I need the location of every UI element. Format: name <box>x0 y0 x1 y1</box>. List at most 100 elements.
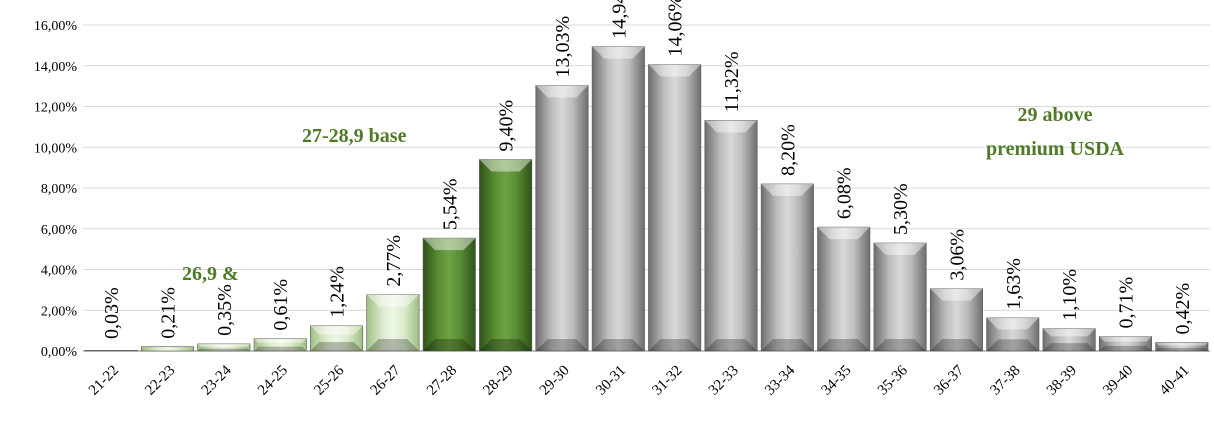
bar-bevel-bottom <box>366 339 420 351</box>
bar-bevel-bottom <box>1155 348 1209 351</box>
bar-bevel-top <box>479 159 532 172</box>
bar-bevel-bottom <box>930 339 983 351</box>
y-tick-label: 14,00% <box>34 60 78 75</box>
bar-body <box>1155 342 1209 352</box>
x-tick-label: 21-22 <box>86 363 122 399</box>
annotation-premium-line-1: 29 above <box>1018 104 1093 126</box>
data-label: 0,42% <box>1172 283 1194 335</box>
y-tick-label: 0,00% <box>41 345 78 360</box>
bar-bevel-bottom <box>1099 345 1152 351</box>
x-tick-label: 28-29 <box>480 363 516 399</box>
data-label: 14,94% <box>608 0 630 39</box>
bar-bevel-bottom <box>704 339 758 351</box>
bar <box>197 343 251 352</box>
bar-bevel-top <box>1155 342 1209 346</box>
bar-bevel-bottom <box>254 346 307 351</box>
data-label: 2,77% <box>383 235 405 287</box>
bar-bevel-top <box>986 317 1039 330</box>
bar <box>1042 328 1096 352</box>
bar-body <box>817 226 871 352</box>
data-label: 1,24% <box>327 266 349 318</box>
bar-body <box>366 294 420 352</box>
bar-bevel-top <box>1042 328 1096 337</box>
data-label: 0,71% <box>1115 277 1137 329</box>
x-tick-label: 38-39 <box>1044 363 1080 399</box>
bar-body <box>986 317 1040 352</box>
bar-bevel-top <box>197 343 251 347</box>
bar <box>817 226 871 352</box>
bar-bevel-bottom <box>310 342 363 351</box>
y-tick-label: 4,00% <box>41 264 78 279</box>
bar-bevel-top <box>592 46 645 59</box>
annotation-base-tier: 27-28,9 base <box>302 125 407 147</box>
data-label: 5,54% <box>439 178 461 230</box>
bar <box>986 317 1040 352</box>
data-label: 1,10% <box>1059 269 1081 321</box>
bar-body <box>873 242 927 352</box>
x-tick-label: 22-23 <box>142 363 178 399</box>
bar <box>1098 336 1152 352</box>
bar-bevel-bottom <box>197 348 251 351</box>
data-label: 6,08% <box>834 167 856 219</box>
bar-bevel-top <box>930 288 983 301</box>
x-tick-label: 39-40 <box>1100 363 1136 399</box>
x-tick-label: 36-37 <box>931 362 967 398</box>
bar-bevel-top <box>1099 336 1152 342</box>
data-label: 9,40% <box>496 100 518 152</box>
data-label: 0,21% <box>158 287 180 339</box>
bar-bevel-top <box>310 325 363 335</box>
bar <box>873 242 927 352</box>
x-tick-label: 27-28 <box>424 363 460 399</box>
data-label: 0,03% <box>101 287 123 339</box>
bar <box>366 294 420 352</box>
x-tick-label: 33-34 <box>762 362 798 398</box>
y-tick-label: 12,00% <box>34 101 78 116</box>
bar <box>310 325 364 352</box>
bar <box>141 346 195 352</box>
bar <box>760 183 814 352</box>
bar-body <box>84 350 138 352</box>
x-tick-label: 32-33 <box>706 363 742 399</box>
bar <box>422 237 476 352</box>
x-axis: 21-22 22-23 23-24 24-25 25-26 26-27 27-28 28-29… <box>86 362 1193 398</box>
x-tick-label: 25-26 <box>311 362 347 398</box>
bar-bevel-bottom <box>423 339 476 351</box>
gridlines <box>83 24 1210 352</box>
bar <box>929 288 983 352</box>
x-tick-label: 24-25 <box>255 363 291 399</box>
bar-bevel-bottom <box>986 339 1039 351</box>
bar-body <box>535 85 589 352</box>
bar-bevel-bottom <box>648 339 701 351</box>
bar-bevel-top <box>817 227 870 240</box>
bar <box>1155 342 1209 352</box>
bar-bevel-bottom <box>592 339 645 351</box>
annotation-premium-line-2: premium USDA <box>986 138 1125 160</box>
y-tick-label: 8,00% <box>41 182 78 197</box>
bar-body <box>704 120 758 352</box>
data-label: 3,06% <box>946 229 968 281</box>
bars <box>84 46 1209 352</box>
bar-bevel-top <box>648 64 701 77</box>
bar-body <box>479 159 533 352</box>
y-tick-label: 16,00% <box>34 19 78 34</box>
y-tick-label: 6,00% <box>41 223 78 238</box>
bar <box>648 64 702 352</box>
data-label: 0,61% <box>270 279 292 331</box>
bar-bevel-bottom <box>535 339 589 351</box>
x-tick-label: 35-36 <box>875 362 911 398</box>
bar-body <box>929 288 983 352</box>
annotation-low-tier: 26,9 & <box>182 263 239 285</box>
bar <box>704 120 758 352</box>
bar-body <box>197 343 251 352</box>
x-tick-label: 23-24 <box>199 362 235 398</box>
bar-bevel-top <box>535 85 589 98</box>
bar-bevel-top <box>704 120 758 133</box>
bar <box>535 85 589 352</box>
x-tick-label: 34-35 <box>818 363 854 399</box>
bar <box>479 159 533 352</box>
x-tick-label: 37-38 <box>988 363 1024 399</box>
bar-bevel-bottom <box>479 339 532 351</box>
data-label: 8,20% <box>777 124 799 176</box>
bar <box>591 46 645 352</box>
bar-body <box>310 325 364 352</box>
